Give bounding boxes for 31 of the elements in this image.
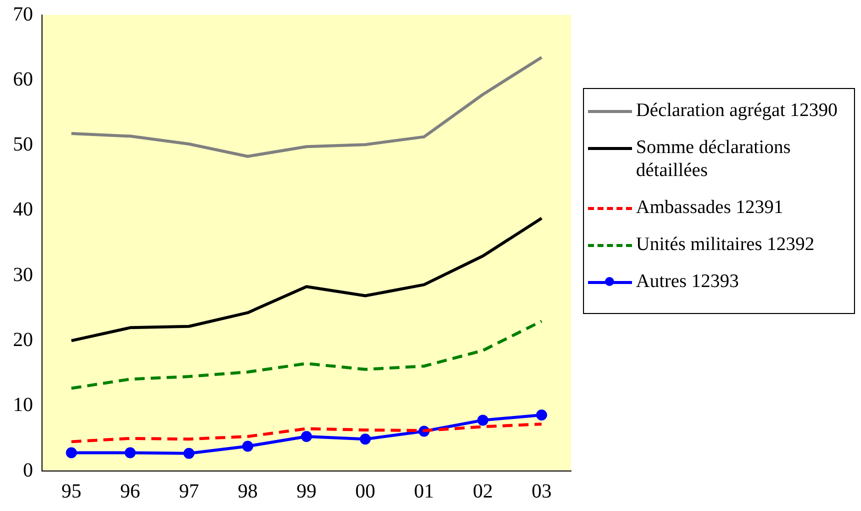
legend-label: Autres 12393 bbox=[636, 270, 739, 293]
line-series bbox=[70, 320, 544, 390]
point bbox=[360, 434, 371, 445]
x-tick-label: 00 bbox=[355, 480, 376, 502]
y-tick-label: 30 bbox=[13, 264, 33, 286]
y-tick-label: 40 bbox=[13, 198, 33, 221]
y-tick-label: 20 bbox=[13, 328, 33, 351]
y-tick-label: 70 bbox=[13, 3, 33, 26]
point bbox=[242, 440, 254, 452]
x-tick-label: 95 bbox=[61, 480, 82, 502]
y-tick-label: 50 bbox=[13, 134, 33, 156]
x-tick-label: 97 bbox=[178, 480, 199, 502]
point bbox=[477, 414, 488, 426]
point bbox=[301, 430, 312, 442]
legend-label: Unités militaires 12392 bbox=[636, 233, 814, 256]
point bbox=[536, 409, 548, 420]
x-tick-label: 99 bbox=[296, 480, 316, 502]
legend-label: Ambassades 12391 bbox=[636, 196, 784, 219]
x-tick-label: 02 bbox=[472, 480, 493, 502]
y-tick-label: 10 bbox=[13, 394, 33, 416]
x-tick-label: 03 bbox=[532, 480, 552, 502]
x-tick-label: 96 bbox=[120, 480, 140, 502]
point bbox=[66, 447, 77, 458]
point bbox=[124, 447, 136, 458]
x-tick-label: 98 bbox=[238, 480, 258, 502]
legend-label: Déclaration agrégat 12390 bbox=[636, 99, 838, 122]
point bbox=[183, 448, 194, 459]
y-tick-label: 60 bbox=[13, 68, 33, 90]
legend-label: Somme déclarations détaillées bbox=[636, 136, 792, 182]
y-tick-label: 0 bbox=[23, 459, 33, 482]
x-tick-label: 01 bbox=[414, 480, 434, 502]
